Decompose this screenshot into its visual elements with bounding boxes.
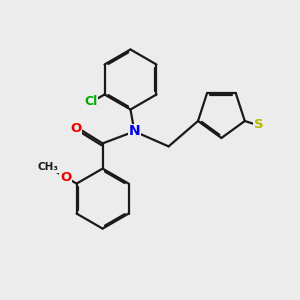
Text: Cl: Cl [84, 95, 98, 108]
Text: CH₃: CH₃ [38, 162, 58, 172]
Text: O: O [70, 122, 82, 135]
Text: S: S [254, 118, 263, 131]
Text: N: N [129, 124, 140, 138]
Text: O: O [60, 171, 71, 184]
